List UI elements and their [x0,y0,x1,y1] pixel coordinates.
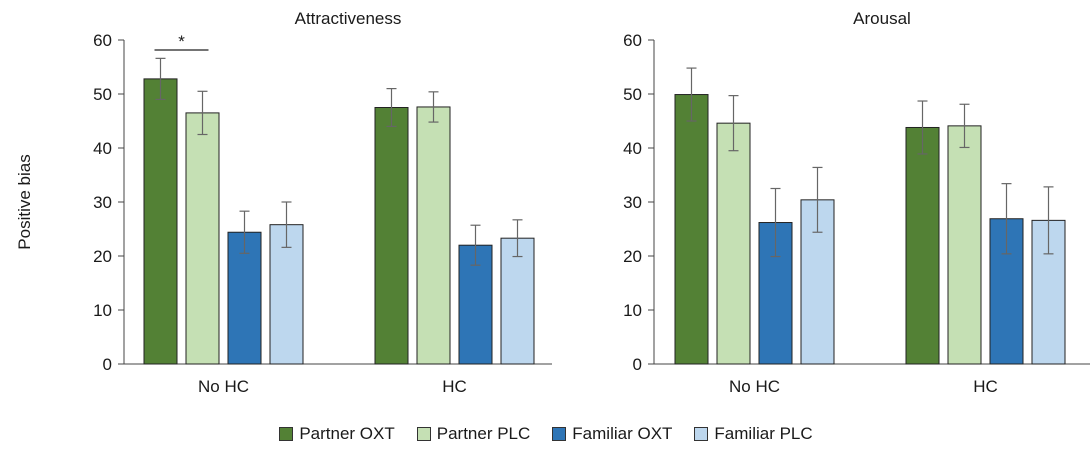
y-tick-label: 60 [623,31,642,50]
x-tick-label: HC [973,377,998,396]
significance-marker: * [178,32,185,51]
legend: Partner OXT Partner PLC Familiar OXT Fam… [0,422,1092,446]
chart-title: Arousal [853,9,911,28]
bar [947,125,982,365]
legend-item: Familiar OXT [552,424,672,444]
bar [227,231,262,365]
y-tick-label: 30 [623,193,642,212]
y-tick-label: 50 [623,85,642,104]
y-tick-label: 30 [93,193,112,212]
y-tick-label: 40 [93,139,112,158]
x-tick-label: No HC [729,377,780,396]
y-tick-label: 40 [623,139,642,158]
y-tick-label: 0 [633,355,642,374]
x-tick-label: HC [442,377,467,396]
legend-swatch [552,427,567,441]
legend-swatch [694,427,709,441]
bar [905,126,940,365]
legend-item: Partner OXT [279,424,395,444]
bar [716,122,751,365]
bar [374,107,409,365]
legend-swatch [279,427,294,441]
bar [185,112,220,365]
y-tick-label: 50 [93,85,112,104]
y-tick-label: 0 [103,355,112,374]
bar [674,94,709,365]
legend-swatch [416,427,431,441]
legend-label: Partner OXT [299,424,395,443]
legend-label: Familiar PLC [714,424,813,443]
y-tick-label: 20 [623,247,642,266]
bar [416,106,451,365]
legend-item: Familiar PLC [694,424,813,444]
y-tick-label: 20 [93,247,112,266]
y-axis-label: Positive bias [15,154,34,249]
y-tick-label: 10 [623,301,642,320]
y-tick-label: 10 [93,301,112,320]
x-tick-label: No HC [198,377,249,396]
chart-title: Attractiveness [295,9,402,28]
legend-label: Partner PLC [436,424,531,443]
bar [143,78,178,365]
y-tick-label: 60 [93,31,112,50]
legend-label: Familiar OXT [572,424,673,443]
legend-item: Partner PLC [416,424,531,444]
